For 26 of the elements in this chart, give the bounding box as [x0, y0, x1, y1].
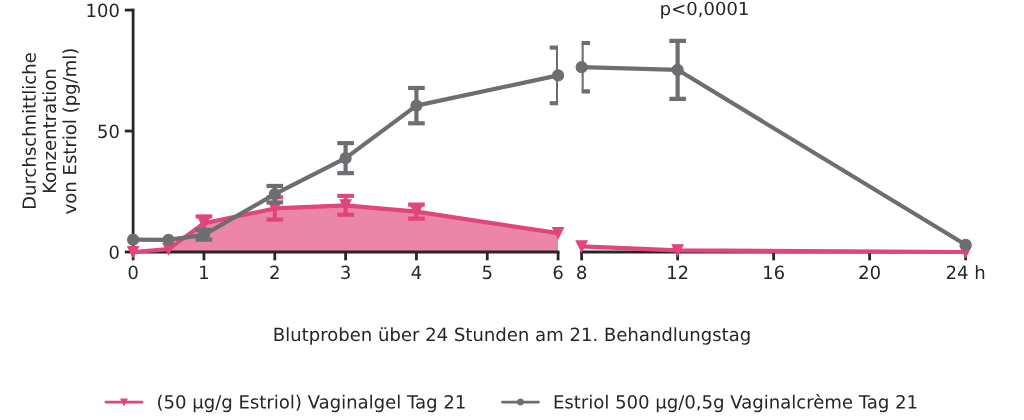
- x-axis-title: Blutproben über 24 Stunden am 21. Behandlungstag: [274, 327, 750, 345]
- point: [959, 238, 972, 251]
- x-tick-label: 1: [200, 265, 209, 279]
- point: [671, 244, 684, 257]
- x-tick-label: 5: [482, 265, 492, 280]
- x-tick-label: 2: [270, 265, 279, 279]
- annotation: p<0,0001: [661, 1, 748, 19]
- y-axis-title: Durchschnittliche Konzentration von Estriol (pg/ml): [22, 49, 80, 214]
- point: [127, 233, 140, 246]
- point: [552, 227, 565, 240]
- legend-label: (50 µg/g Estriol) Vaginalgel Tag 21: [158, 394, 465, 413]
- x-tick-label: 0: [128, 265, 138, 280]
- y-tick-label: 50: [98, 124, 119, 139]
- x-tick-label: 8: [577, 265, 587, 280]
- x-tick-label: 20: [859, 265, 880, 280]
- x-tick-label: 12: [668, 265, 688, 279]
- legend-label: Estriol 500 µg/0,5g Vaginalcrème Tag 21: [554, 393, 917, 413]
- point: [575, 240, 588, 253]
- x-tick-label: 3: [341, 265, 350, 280]
- x-tick-label: 4: [411, 265, 422, 279]
- x-tick-label: 6: [553, 265, 563, 280]
- y-tick-label: 0: [109, 245, 119, 260]
- x-tick-label: 16: [764, 265, 784, 280]
- y-tick-label: 100: [87, 3, 119, 18]
- x-tick-label: 24 h: [946, 265, 985, 279]
- point: [162, 233, 175, 246]
